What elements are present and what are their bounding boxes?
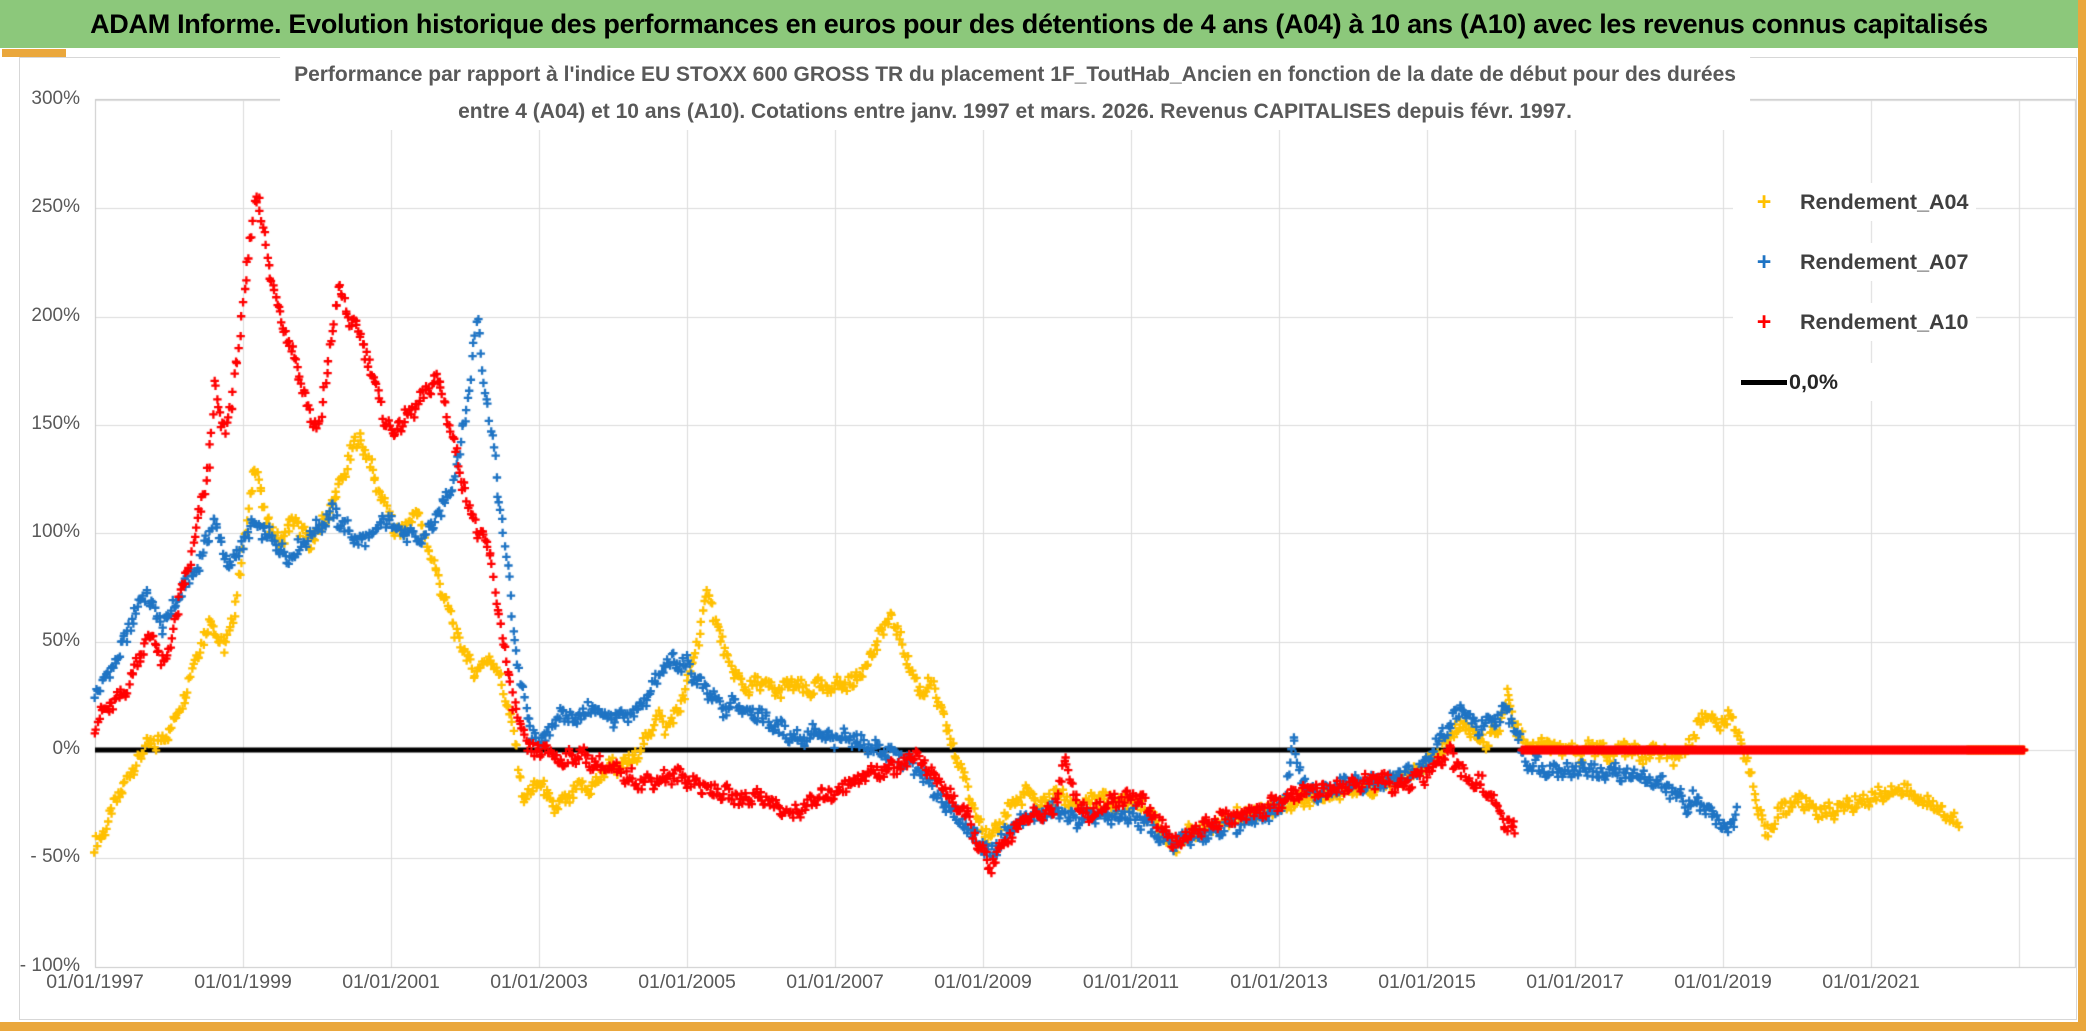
x-tick-label: 01/01/2021 [1822, 971, 1920, 993]
legend-label: Rendement_A07 [1800, 249, 1969, 274]
y-tick-label: 200% [31, 304, 80, 326]
x-tick-label: 01/01/2005 [638, 971, 736, 993]
y-tick-label: 50% [41, 629, 80, 651]
x-tick-label: 01/01/2001 [342, 971, 440, 993]
x-tick-label: 01/01/1999 [194, 971, 292, 993]
legend-item-zero-line[interactable]: 0,0% [1733, 363, 1977, 401]
gold-border-right [2078, 0, 2086, 1031]
legend-label: 0,0% [1789, 369, 1839, 394]
legend-label: Rendement_A10 [1800, 309, 1969, 334]
gold-border-bottom [0, 1022, 2086, 1031]
x-tick-label: 01/01/2019 [1674, 971, 1772, 993]
x-tick-label: 01/01/2015 [1378, 971, 1476, 993]
chart-title-line1: Performance par rapport à l'indice EU ST… [294, 63, 1736, 86]
y-tick-label: - 50% [30, 846, 80, 868]
plus-marker-icon: + [1756, 307, 1772, 336]
y-tick-label: 250% [31, 196, 80, 218]
legend-item-rendement-a07[interactable]: + Rendement_A07 [1733, 243, 1977, 281]
x-tick-label: 01/01/2003 [490, 971, 588, 993]
legend-item-rendement-a10[interactable]: + Rendement_A10 [1733, 303, 1977, 341]
line-marker-icon [1741, 379, 1787, 385]
chart-title-line2: entre 4 (A04) et 10 ans (A10). Cotations… [458, 100, 1572, 123]
chart-title: Performance par rapport à l'indice EU ST… [280, 56, 1750, 130]
banner-title: ADAM Informe. Evolution historique des p… [90, 8, 1988, 39]
gold-accent-tab [2, 49, 66, 57]
y-tick-label: 150% [31, 412, 80, 434]
legend: + Rendement_A04 + Rendement_A07 + Rendem… [1733, 183, 1977, 423]
legend-item-rendement-a04[interactable]: + Rendement_A04 [1733, 183, 1977, 221]
x-tick-label: 01/01/2009 [934, 971, 1032, 993]
legend-label: Rendement_A04 [1800, 189, 1969, 214]
plus-marker-icon: + [1756, 247, 1772, 276]
plus-marker-icon: + [1756, 187, 1772, 216]
banner: ADAM Informe. Evolution historique des p… [0, 0, 2078, 48]
y-tick-label: 100% [31, 521, 80, 543]
y-tick-label: 0% [52, 738, 80, 759]
x-tick-label: 01/01/2007 [786, 971, 884, 993]
y-tick-label: - 100% [19, 954, 80, 976]
x-tick-label: 01/01/2017 [1526, 971, 1624, 993]
x-tick-label: 01/01/1997 [46, 971, 144, 993]
x-tick-label: 01/01/2011 [1082, 971, 1180, 993]
y-tick-label: 300% [31, 87, 80, 109]
x-tick-label: 01/01/2013 [1230, 971, 1328, 993]
